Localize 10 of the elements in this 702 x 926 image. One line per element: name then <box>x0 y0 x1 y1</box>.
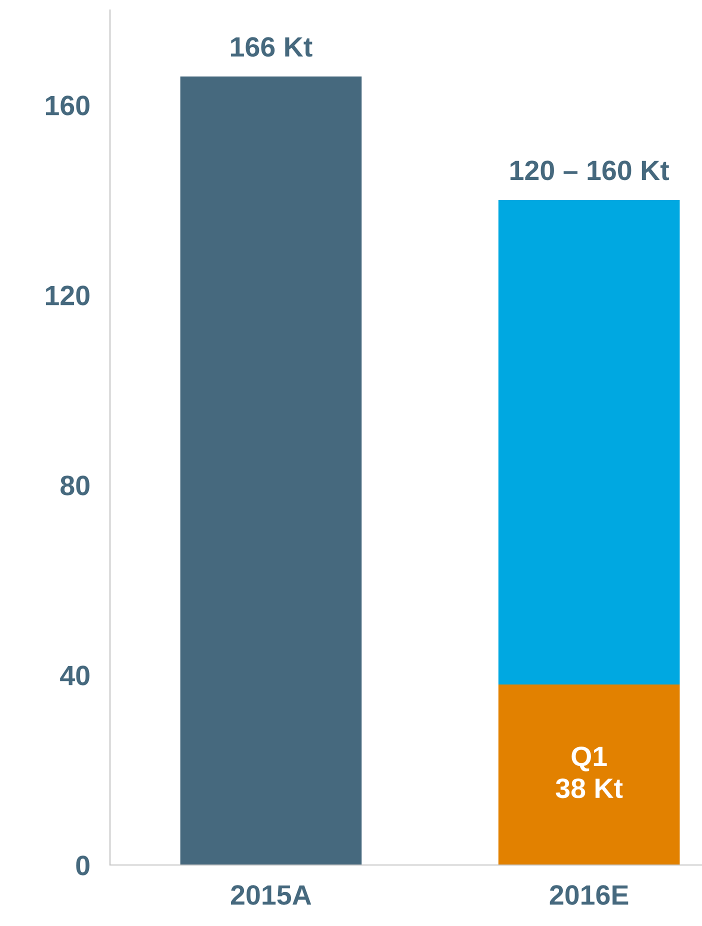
x-tick-label: 2015A <box>231 885 312 905</box>
y-tick-label: 0 <box>76 856 90 876</box>
x-tick-label: 2016E <box>550 885 628 905</box>
y-tick-label: 120 <box>46 286 90 306</box>
total-label: 120 – 160 Kt <box>510 160 670 180</box>
y-tick-label: 160 <box>46 96 90 116</box>
y-tick-label: 80 <box>60 476 90 496</box>
data-label: Q1 38 Kt <box>556 746 623 798</box>
total-label: 166 Kt <box>231 37 312 57</box>
y-tick-label: 40 <box>60 666 90 686</box>
